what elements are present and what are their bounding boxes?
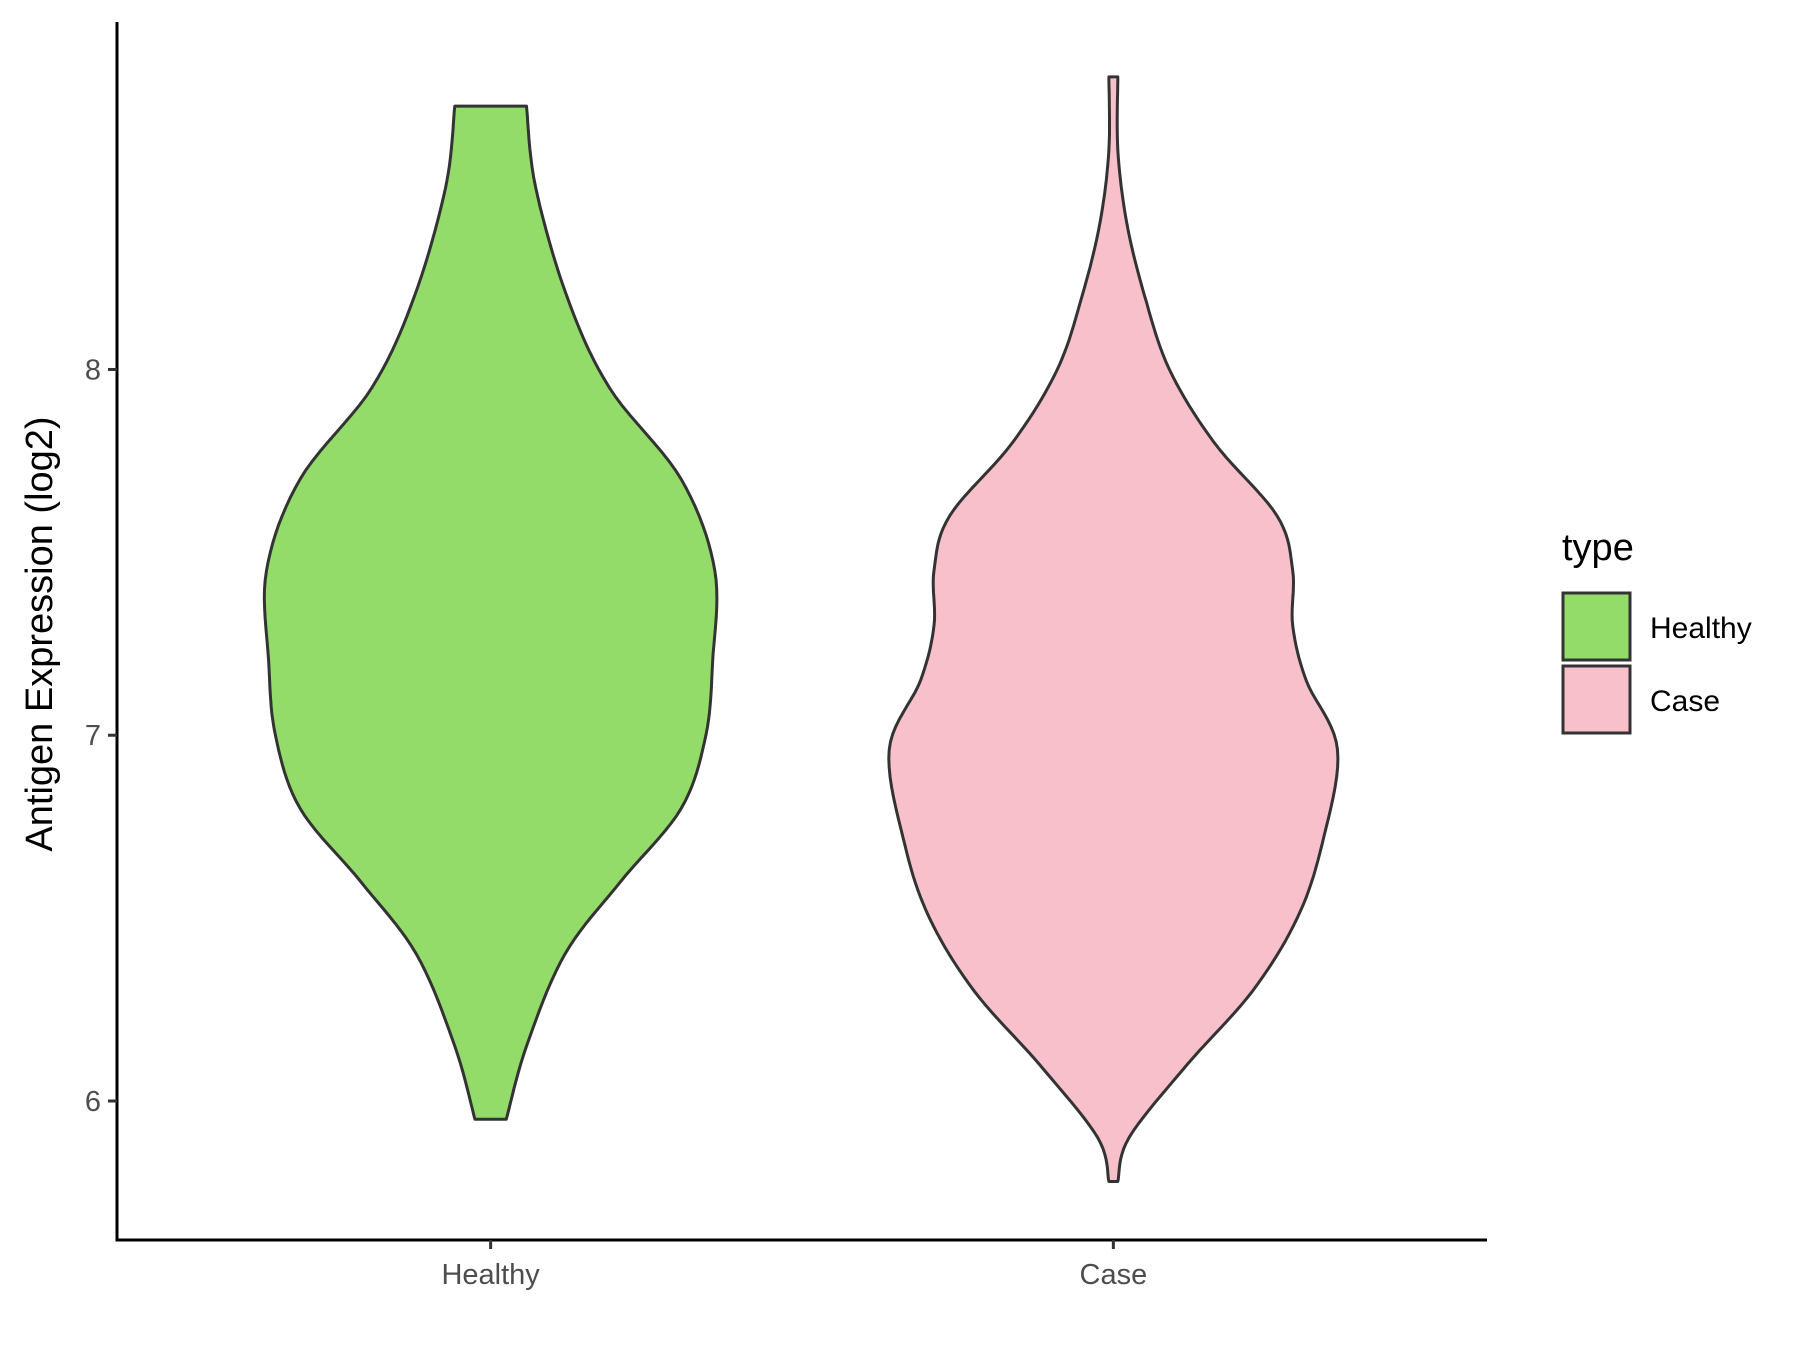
x-tick-label-healthy: Healthy [441, 1259, 540, 1291]
legend-key-healthy [1561, 591, 1632, 662]
y-tick-label: 8 [85, 354, 101, 386]
y-axis-title: Antigen Expression (log2) [19, 416, 61, 851]
legend-label-case: Case [1650, 685, 1720, 718]
legend-label-healthy: Healthy [1650, 612, 1752, 645]
x-tick-label-case: Case [1080, 1259, 1148, 1291]
y-tick-label: 7 [85, 720, 101, 752]
violin-case [887, 75, 1340, 1183]
legend-title: type [1562, 527, 1634, 569]
y-axis-ticks: 6 7 8 [85, 354, 117, 1118]
x-axis-ticks: Healthy Case [441, 1240, 1147, 1291]
violin-group [262, 75, 1340, 1183]
legend-key-case [1561, 664, 1632, 735]
legend: type Healthy Case [1561, 527, 1752, 735]
legend-items: Healthy Case [1561, 591, 1752, 735]
y-tick-label: 6 [85, 1086, 101, 1118]
violin-healthy [262, 104, 719, 1121]
